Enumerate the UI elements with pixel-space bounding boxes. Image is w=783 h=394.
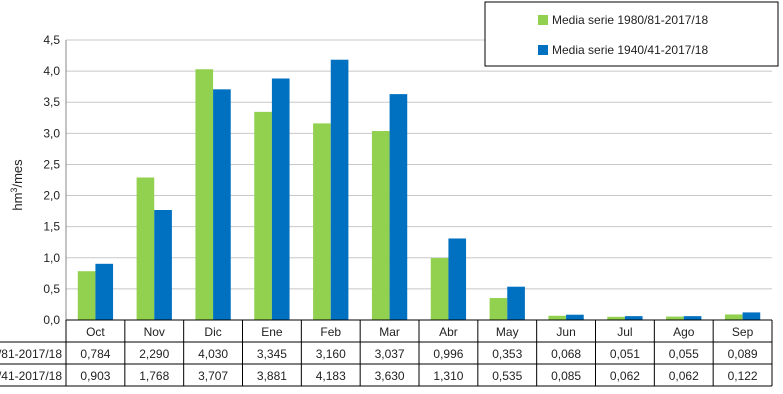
y-axis-label-base: hm	[10, 193, 25, 211]
x-tick-label: Ene	[261, 325, 283, 339]
x-tick-label: Nov	[144, 325, 165, 339]
legend-label-series-2: Media serie 1940/41-2017/18	[552, 43, 708, 57]
x-tick-label: Jul	[617, 325, 632, 339]
bar-series-2-jul	[624, 316, 643, 320]
table-cell: 0,535	[492, 369, 522, 383]
table-cell: 3,630	[375, 369, 405, 383]
bar-series-1-feb	[313, 123, 331, 320]
axes: 0,0 0,5 1,0 1,5 2,0 2,5 3,0 3,5 4,0 4,5	[43, 33, 67, 327]
bar-series-2-ago	[683, 316, 702, 320]
x-tick-label: Dic	[204, 325, 221, 339]
bar-series-2-sep	[742, 312, 761, 320]
bar-series-2-jun	[566, 314, 584, 320]
legend-box	[484, 1, 779, 67]
table-cell: 3,160	[316, 347, 346, 361]
bar-series-1-nov	[136, 177, 155, 320]
table-cell: 3,707	[198, 369, 228, 383]
y-tick-label: 0,5	[43, 282, 60, 296]
legend-label-series-1: Media serie 1980/81-2017/18	[552, 13, 708, 27]
table-cell: 0,996	[433, 347, 463, 361]
table-cell: 0,784	[80, 347, 110, 361]
y-tick-label: 3,5	[43, 95, 60, 109]
bar-series-2-mar	[389, 94, 408, 320]
table-cell: 0,051	[610, 347, 640, 361]
bar-series-2-feb	[330, 59, 349, 320]
bar-series-1-ene	[254, 111, 272, 320]
gridlines	[66, 39, 772, 290]
bar-series-2-dic	[213, 89, 231, 320]
table-cell: 0,085	[551, 369, 581, 383]
table-row-label: 1940/41-2017/18	[0, 369, 62, 383]
bar-series-2-ene	[271, 78, 290, 320]
x-tick-label: Oct	[86, 325, 105, 339]
x-tick-label: Sep	[732, 325, 754, 339]
table-cell: 0,062	[669, 369, 699, 383]
table-cell: 3,037	[375, 347, 405, 361]
table-cell: 0,122	[728, 369, 758, 383]
x-tick-label: Feb	[320, 325, 341, 339]
x-tick-label: Mar	[379, 325, 400, 339]
table-cell: 2,290	[139, 347, 169, 361]
bar-series-1-sep	[724, 314, 743, 320]
bar-series-1-ago	[666, 316, 684, 320]
table-cell: 3,881	[257, 369, 287, 383]
table-cell: 0,353	[492, 347, 522, 361]
y-tick-label: 2,5	[43, 157, 60, 171]
table-cell: 3,345	[257, 347, 287, 361]
table-cell: 0,062	[610, 369, 640, 383]
legend: Media serie 1980/81-2017/18 Media serie …	[484, 1, 779, 67]
y-axis-label-unit: /mes	[10, 159, 25, 188]
table-cell: 0,055	[669, 347, 699, 361]
table-row-label: 1980/81-2017/18	[0, 347, 62, 361]
y-tick-label: 1,0	[43, 251, 60, 265]
y-tick-label: 0,0	[43, 313, 60, 327]
table-cell: 4,183	[316, 369, 346, 383]
bar-series-2-nov	[154, 209, 172, 320]
bar-series-1-may	[489, 298, 508, 320]
bar-series-1-abr	[430, 258, 449, 320]
x-tick-label: Ago	[673, 325, 695, 339]
x-tick-label: May	[496, 325, 519, 339]
table-cell: 0,903	[80, 369, 110, 383]
bar-series-2-abr	[448, 238, 467, 320]
bars	[77, 59, 761, 320]
y-tick-label: 4,0	[43, 64, 60, 78]
legend-swatch-series-1	[538, 15, 548, 25]
table-cell: 0,089	[728, 347, 758, 361]
y-tick-label: 3,0	[43, 126, 60, 140]
bar-series-2-may	[507, 286, 525, 320]
x-tick-label: Abr	[439, 325, 458, 339]
y-axis-label: hm3/mes	[9, 159, 25, 211]
x-tick-label: Jun	[556, 325, 575, 339]
table-cell: 1,768	[139, 369, 169, 383]
bar-series-1-jul	[607, 316, 625, 320]
y-axis-label-superscript: 3	[9, 188, 19, 193]
bar-series-1-mar	[371, 131, 390, 320]
table-cell: 4,030	[198, 347, 228, 361]
table-cell: 0,068	[551, 347, 581, 361]
data-table: Oct Nov Dic Ene Feb Mar Abr May Jun Jul Ago Sep 1980…	[0, 319, 773, 387]
y-tick-label: 4,5	[43, 33, 60, 47]
bar-series-1-dic	[195, 69, 214, 320]
bar-series-1-oct	[77, 271, 96, 320]
bar-series-2-oct	[95, 263, 114, 320]
table-cell: 1,310	[433, 369, 463, 383]
legend-swatch-series-2	[538, 45, 548, 55]
y-tick-label: 2,0	[43, 189, 60, 203]
y-tick-label: 1,5	[43, 220, 60, 234]
bar-series-1-jun	[548, 315, 567, 320]
